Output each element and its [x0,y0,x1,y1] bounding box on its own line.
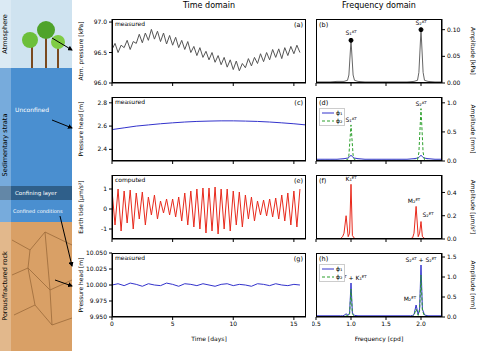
svg-text:Pressure head [m]: Pressure head [m] [77,258,84,313]
svg-text:0.2: 0.2 [447,212,457,219]
svg-text:0.5: 0.5 [447,128,457,135]
svg-text:Frequency [cpd]: Frequency [cpd] [355,335,404,343]
svg-text:Pressure head [m]: Pressure head [m] [77,102,84,157]
svg-text:0: 0 [103,205,107,212]
svg-text:97.0: 97.0 [94,18,108,25]
svg-text:1: 1 [103,185,107,192]
svg-text:Atmosphere: Atmosphere [1,14,9,53]
svg-text:0.05: 0.05 [447,52,461,59]
svg-text:M₂ᴱᵀ: M₂ᴱᵀ [408,197,421,204]
svg-text:Earth tide [μm/s²]: Earth tide [μm/s²] [77,180,85,233]
svg-text:10: 10 [229,320,237,327]
svg-text:9.950: 9.950 [90,313,107,320]
svg-text:Amplitude [kPa]: Amplitude [kPa] [469,27,477,75]
svg-text:2.6: 2.6 [97,122,107,129]
svg-text:96.0: 96.0 [94,79,108,86]
svg-text:S₂ᴬᵀ + S₂ᴱᵀ: S₂ᴬᵀ + S₂ᴱᵀ [406,256,438,263]
svg-text:K₁ᴱᵀ: K₁ᴱᵀ [345,175,357,182]
svg-text:5: 5 [171,320,175,327]
svg-text:15: 15 [290,320,298,327]
svg-text:Amplitude [μm/s²]: Amplitude [μm/s²] [469,180,477,235]
svg-text:2.0: 2.0 [416,320,426,327]
svg-text:1.5: 1.5 [447,253,457,260]
svg-text:0.00: 0.00 [447,79,461,86]
svg-text:Amplitude [mm]: Amplitude [mm] [469,104,477,153]
svg-text:10.050: 10.050 [86,249,107,256]
svg-text:10.025: 10.025 [86,265,107,272]
svg-text:2.8: 2.8 [97,99,107,106]
svg-text:0.5: 0.5 [312,320,321,327]
svg-text:96.5: 96.5 [94,49,108,56]
svg-text:Atm. pressure [kPa]: Atm. pressure [kPa] [77,21,85,80]
svg-text:0.10: 0.10 [447,26,461,33]
svg-text:S₂ᴬᵀ: S₂ᴬᵀ [415,19,427,26]
svg-text:0.0: 0.0 [447,157,457,164]
svg-text:-1: -1 [101,225,107,232]
svg-text:10.000: 10.000 [86,281,107,288]
svg-text:1.0: 1.0 [447,99,457,106]
svg-text:9.975: 9.975 [90,297,107,304]
svg-text:2.4: 2.4 [97,145,107,152]
svg-text:M₂ᴱᵀ: M₂ᴱᵀ [404,295,417,302]
svg-text:0.4: 0.4 [447,189,457,196]
svg-text:0.0: 0.0 [447,313,457,320]
svg-text:S₁ᴬᵀ + K₁ᴱᵀ: S₁ᴬᵀ + K₁ᴱᵀ [336,274,368,281]
svg-text:S₁ᴬᵀ: S₁ᴬᵀ [345,29,357,36]
svg-text:Porous/fractured rock: Porous/fractured rock [1,251,9,321]
svg-text:Sedimentary strata: Sedimentary strata [1,114,9,177]
svg-text:Time [days]: Time [days] [190,335,226,343]
svg-text:Confining layer: Confining layer [15,190,57,197]
svg-text:0.0: 0.0 [447,235,457,242]
svg-text:1.0: 1.0 [346,320,356,327]
svg-text:S₁ᴬᵀ: S₁ᴬᵀ [345,116,357,123]
svg-text:Amplitude [mm]: Amplitude [mm] [469,260,477,309]
svg-text:Unconfined: Unconfined [15,106,49,113]
svg-text:0: 0 [110,320,114,327]
svg-text:1.5: 1.5 [381,320,391,327]
svg-text:S₂ᴱᵀ: S₂ᴱᵀ [423,211,435,218]
svg-text:0.5: 0.5 [447,293,457,300]
svg-text:1.0: 1.0 [447,273,457,280]
svg-text:Confined conditions: Confined conditions [13,208,63,214]
svg-text:S₂ᴬᵀ: S₂ᴬᵀ [415,100,427,107]
